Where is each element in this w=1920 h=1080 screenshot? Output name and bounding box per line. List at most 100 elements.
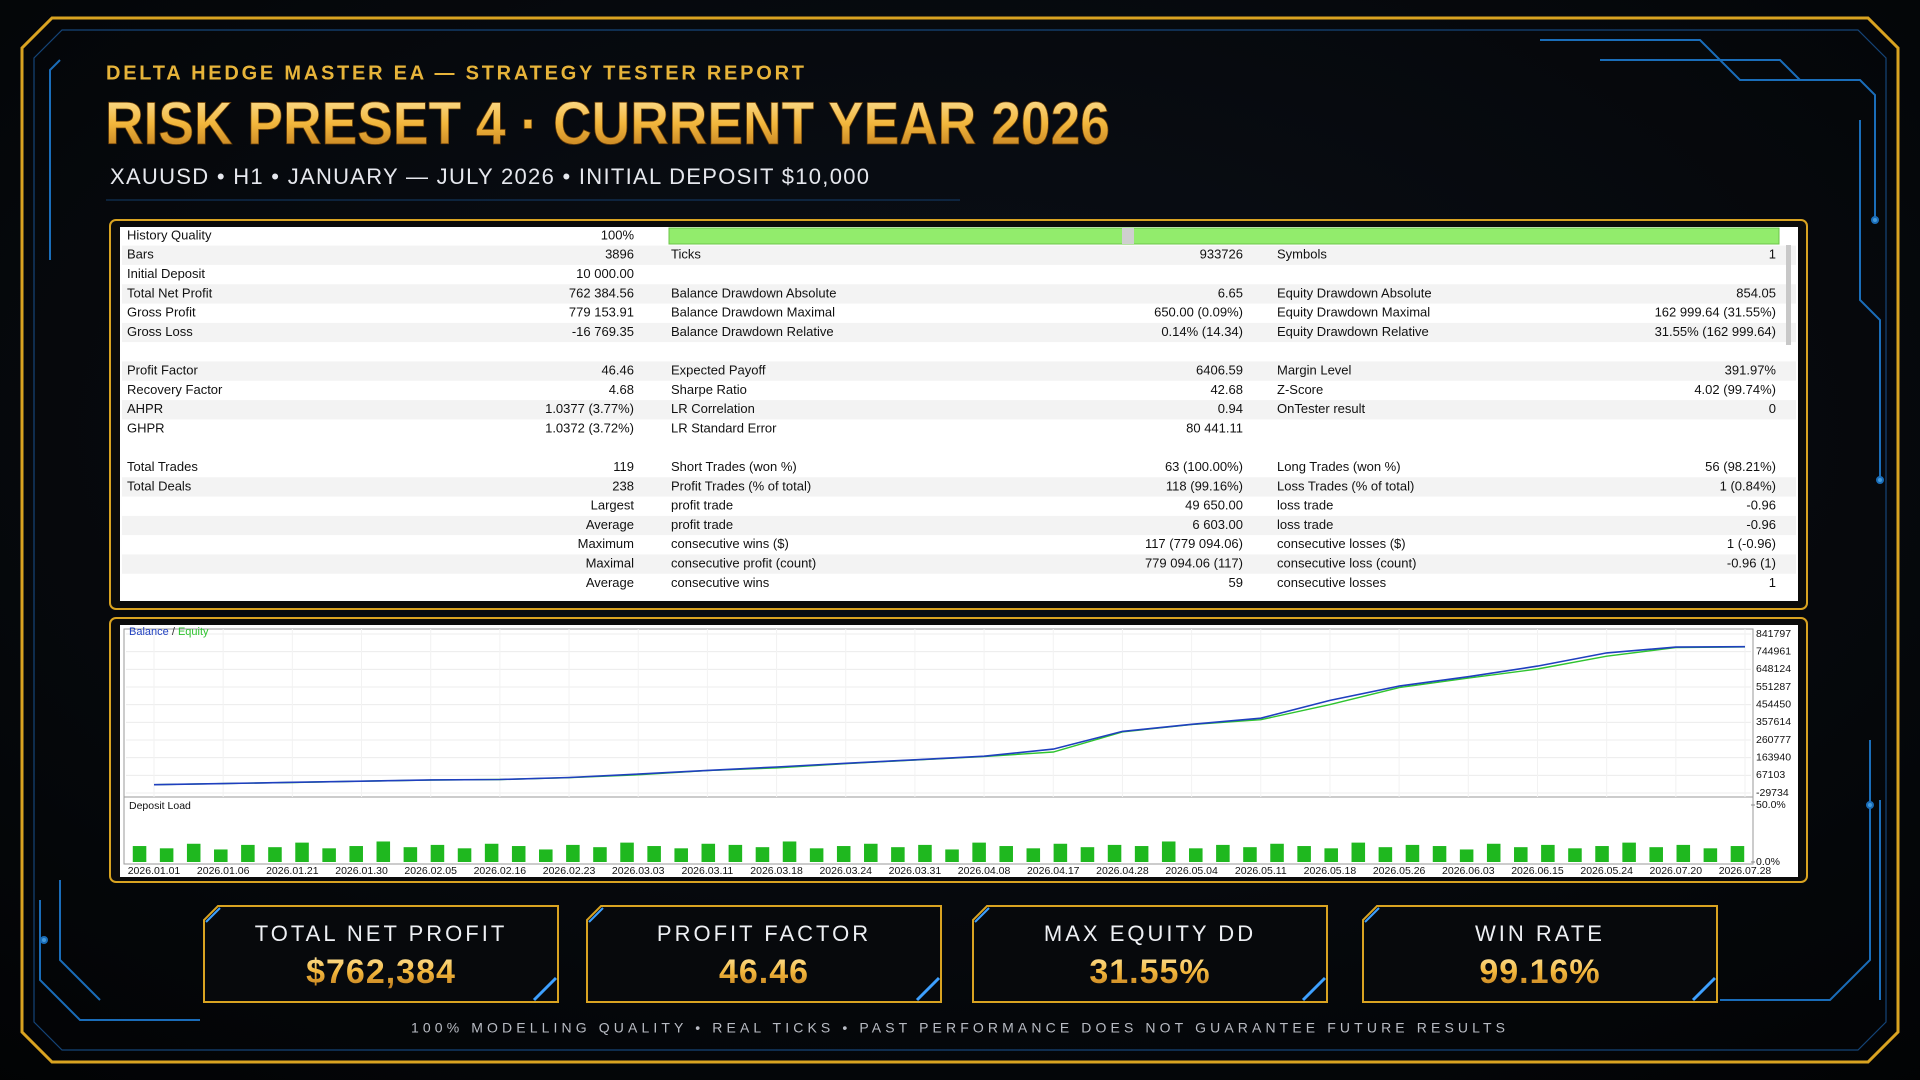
bar — [1649, 847, 1663, 862]
table-label: consecutive profit (count) — [671, 556, 816, 571]
table-value: 854.05 — [1736, 285, 1776, 300]
table-label: profit trade — [671, 498, 733, 513]
bar — [1703, 848, 1718, 862]
x-tick-label: 2026.02.23 — [543, 865, 596, 877]
table-value: 118 (99.16%) — [1166, 478, 1243, 493]
bar — [511, 846, 526, 862]
y-tick-label: -29734 — [1756, 787, 1789, 799]
x-tick-label: 2026.03.18 — [750, 865, 803, 877]
x-tick-label: 2026.02.05 — [404, 865, 457, 877]
table-value: 1 — [1769, 575, 1776, 590]
table-label: Bars — [127, 247, 154, 262]
table-label: Profit Factor — [127, 363, 198, 378]
kpi-label: TOTAL NET PROFIT — [255, 921, 508, 946]
bar — [1351, 842, 1366, 862]
bar — [836, 846, 851, 862]
report-table: History Quality 100% Bars 3896 Ticks 933726 Sy… — [122, 227, 1796, 590]
circuit-node — [1871, 216, 1879, 224]
table-label: Equity Drawdown Absolute — [1277, 285, 1432, 300]
bar — [755, 847, 770, 862]
table-label: AHPR — [127, 401, 163, 416]
table-value: -0.96 — [1746, 498, 1776, 513]
table-label: profit trade — [671, 517, 733, 532]
circuit-decoration — [39, 39, 1884, 1021]
bar — [1459, 849, 1474, 862]
x-tick-label: 2026.04.28 — [1096, 865, 1149, 877]
table-value: 100% — [601, 227, 635, 242]
bar — [186, 843, 201, 862]
y-tick-label: 260777 — [1756, 734, 1791, 746]
y-tick-label: 841797 — [1756, 628, 1791, 640]
bar — [484, 843, 499, 862]
table-value: 0.14% (14.34) — [1161, 324, 1243, 339]
kpi-accent — [915, 976, 941, 1002]
table-label: Total Trades — [127, 459, 198, 474]
x-tick-label: 2026.07.20 — [1650, 865, 1703, 877]
table-value: Largest — [591, 498, 635, 513]
table-label: Total Net Profit — [127, 285, 213, 300]
table-value: 46.46 — [601, 363, 634, 378]
table-value: -16 769.35 — [572, 324, 634, 339]
table-label: Balance Drawdown Absolute — [671, 285, 837, 300]
table-value: 162 999.64 (31.55%) — [1655, 305, 1776, 320]
bar — [1514, 847, 1528, 862]
table-row-shade — [122, 361, 1796, 381]
bar — [1486, 843, 1501, 862]
table-value: 238 — [612, 478, 634, 493]
bar — [1270, 843, 1284, 862]
bar — [864, 843, 878, 862]
kpi-label: PROFIT FACTOR — [657, 921, 871, 946]
legend-entry: Equity — [178, 626, 209, 638]
table-label: Gross Loss — [127, 324, 193, 339]
kpi-value: 31.55% — [1089, 953, 1210, 991]
x-tick-label: 2026.05.26 — [1373, 865, 1426, 877]
x-tick-label: 2026.05.11 — [1235, 865, 1287, 877]
table-label: consecutive losses — [1277, 575, 1387, 590]
bar — [159, 848, 174, 862]
x-tick-label: 2026.07.28 — [1719, 865, 1772, 877]
kpi-accent — [1691, 976, 1717, 1002]
table-label: consecutive wins — [671, 575, 770, 590]
table-label: Balance Drawdown Relative — [671, 324, 834, 339]
y-tick-label: 648124 — [1756, 663, 1791, 675]
kpi-card — [1362, 905, 1718, 1003]
table-label: Balance Drawdown Maximal — [671, 305, 835, 320]
bar — [1134, 846, 1149, 862]
table-label: Margin Level — [1277, 363, 1352, 378]
y-tick-label: 744961 — [1756, 645, 1791, 657]
table-value: -0.96 — [1746, 517, 1776, 532]
table-value: 6 603.00 — [1192, 517, 1243, 532]
circuit-line — [1859, 120, 1881, 480]
table-label: consecutive loss (count) — [1277, 556, 1416, 571]
table-value: 63 (100.00%) — [1165, 459, 1243, 474]
table-label: Expected Payoff — [671, 363, 766, 378]
x-tick-label: 2026.03.03 — [612, 865, 665, 877]
header-info: XAUUSD • H1 • JANUARY — JULY 2026 • INIT… — [110, 164, 869, 189]
bar — [620, 842, 634, 862]
bar — [349, 846, 363, 862]
bar — [1405, 844, 1420, 862]
table-value: 4.02 (99.74%) — [1694, 382, 1776, 397]
panel-title: Deposit Load — [129, 800, 191, 812]
table-row-shade — [122, 477, 1796, 497]
kpi-accent — [974, 907, 990, 923]
y-tick-label: 50.0% — [1756, 799, 1786, 811]
bar — [891, 847, 905, 862]
table-value: 80 441.11 — [1186, 420, 1243, 435]
bar — [647, 846, 661, 862]
table-value: 4.68 — [609, 382, 634, 397]
table-value: 0.94 — [1218, 401, 1243, 416]
x-tick-label: 2026.04.08 — [958, 865, 1011, 877]
x-tick-label: 2026.01.21 — [266, 865, 319, 877]
bar — [1026, 848, 1041, 862]
table-label: Short Trades (won %) — [671, 459, 797, 474]
table-value: 1.0372 (3.72%) — [545, 420, 634, 435]
kpi-row: TOTAL NET PROFIT $762,384 PROFIT FACTOR 46.… — [203, 905, 1718, 1003]
x-tick-label: 2026.01.01 — [128, 865, 181, 877]
y-tick-label: 357614 — [1756, 716, 1791, 728]
chart-bg — [120, 625, 1798, 877]
bar — [241, 844, 255, 862]
table-value: -0.96 (1) — [1727, 556, 1776, 571]
bar — [674, 848, 688, 862]
bar — [457, 848, 472, 862]
